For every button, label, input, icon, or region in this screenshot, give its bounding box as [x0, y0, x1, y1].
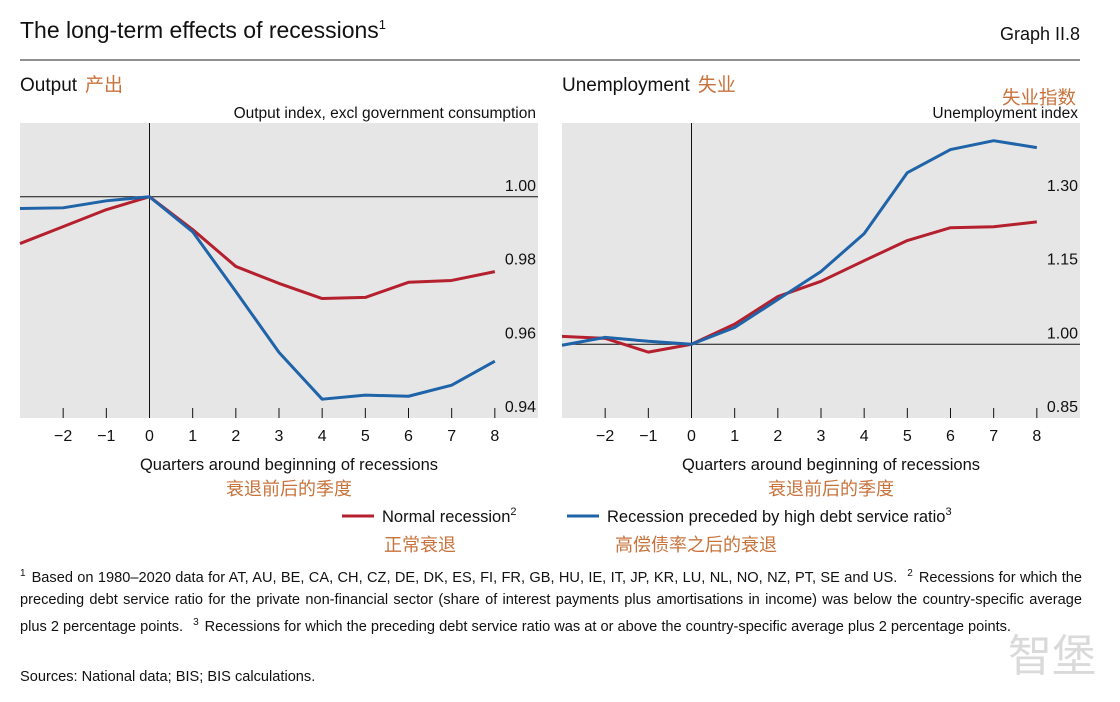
x-tick-label: 5 — [361, 428, 370, 445]
x-tick-label: 0 — [145, 428, 154, 445]
x-tick-label: 7 — [447, 428, 456, 445]
legend-translation: 高偿债率之后的衰退 — [615, 535, 777, 555]
chart-figure: The long-term effects of recessions1 Gra… — [19, 17, 1080, 555]
y-tick-label: 1.30 — [1047, 178, 1078, 195]
footnote-mark: 3 — [193, 616, 199, 628]
footnote-text: Recessions for which the preceding debt … — [20, 569, 1082, 635]
panel-title-text: Unemployment — [562, 75, 690, 96]
watermark: 智堡 — [1008, 631, 1096, 682]
legend-entry: Recession preceded by high debt service … — [607, 506, 952, 526]
x-tick-label: 3 — [275, 428, 284, 445]
y-tick-label: 0.96 — [505, 325, 536, 342]
x-tick-label: 6 — [404, 428, 413, 445]
plot-area — [20, 123, 538, 418]
y-tick-label: 0.98 — [505, 252, 536, 269]
x-tick-label: 5 — [903, 428, 912, 445]
x-tick-label: 1 — [188, 428, 197, 445]
x-axis-label-translation: 衰退前后的季度 — [768, 479, 894, 499]
footnote-mark: 2 — [907, 568, 913, 579]
y-tick-label: 1.00 — [1047, 325, 1078, 342]
y-axis-label-translation: 失业指数 — [1002, 87, 1076, 108]
x-tick-label: 1 — [730, 428, 739, 445]
title-note: 1 — [379, 17, 386, 32]
panel-title-text: Output — [20, 75, 78, 96]
x-tick-label: −1 — [97, 428, 115, 445]
sources: Sources: National data; BIS; BIS calcula… — [20, 669, 316, 685]
x-tick-label: 4 — [318, 428, 327, 445]
x-axis-label-translation: 衰退前后的季度 — [226, 479, 352, 499]
figure-title: The long-term effects of recessions1 — [20, 17, 386, 43]
footnotes: 1 Based on 1980–2020 data for AT, AU, BE,… — [20, 563, 1082, 638]
series-line — [561, 220, 1037, 354]
legend-entry: Normal recession2 — [382, 506, 517, 526]
legend-label: Normal recession — [382, 508, 510, 526]
legend-note: 3 — [945, 506, 951, 518]
x-tick-label: 2 — [231, 428, 240, 445]
footnote-mark: 1 — [20, 568, 26, 579]
x-tick-label: −1 — [639, 428, 657, 445]
series-line — [19, 195, 496, 301]
y-axis-label: Output index, excl government consumptio… — [234, 105, 536, 122]
x-tick-label: −2 — [54, 428, 72, 445]
x-tick-label: 4 — [860, 428, 869, 445]
x-tick-label: 8 — [1032, 428, 1041, 445]
y-tick-label: 0.94 — [505, 399, 536, 416]
legend-note: 2 — [510, 506, 516, 518]
footnote-text: Based on 1980–2020 data for AT, AU, BE, … — [31, 569, 898, 586]
series-line — [19, 195, 496, 401]
x-tick-label: 2 — [773, 428, 782, 445]
legend-translation: 正常衰退 — [384, 535, 456, 555]
legend-label: Recession preceded by high debt service … — [607, 508, 945, 526]
panel-title-translation: 产出 — [85, 74, 123, 96]
x-tick-label: 6 — [946, 428, 955, 445]
x-tick-label: 7 — [989, 428, 998, 445]
panel-title: Unemployment 失业 — [562, 74, 736, 96]
graph-id: Graph II.8 — [1000, 24, 1080, 44]
footnote-text: Recessions for which the preceding debt … — [204, 618, 1011, 635]
y-tick-label: 1.15 — [1047, 252, 1078, 269]
x-tick-label: 3 — [817, 428, 826, 445]
x-tick-label: 0 — [687, 428, 696, 445]
panel-title: Output 产出 — [20, 74, 123, 96]
panel-title-translation: 失业 — [698, 74, 736, 96]
x-tick-label: −2 — [596, 428, 614, 445]
x-tick-label: 8 — [490, 428, 499, 445]
title-text: The long-term effects of recessions — [20, 17, 379, 43]
x-axis-label: Quarters around beginning of recessions — [140, 456, 438, 474]
y-tick-label: 0.85 — [1047, 399, 1078, 416]
x-axis-label: Quarters around beginning of recessions — [682, 456, 980, 474]
y-axis-label: Unemployment index — [932, 105, 1078, 122]
y-tick-label: 1.00 — [505, 178, 536, 195]
series-line — [561, 139, 1038, 347]
